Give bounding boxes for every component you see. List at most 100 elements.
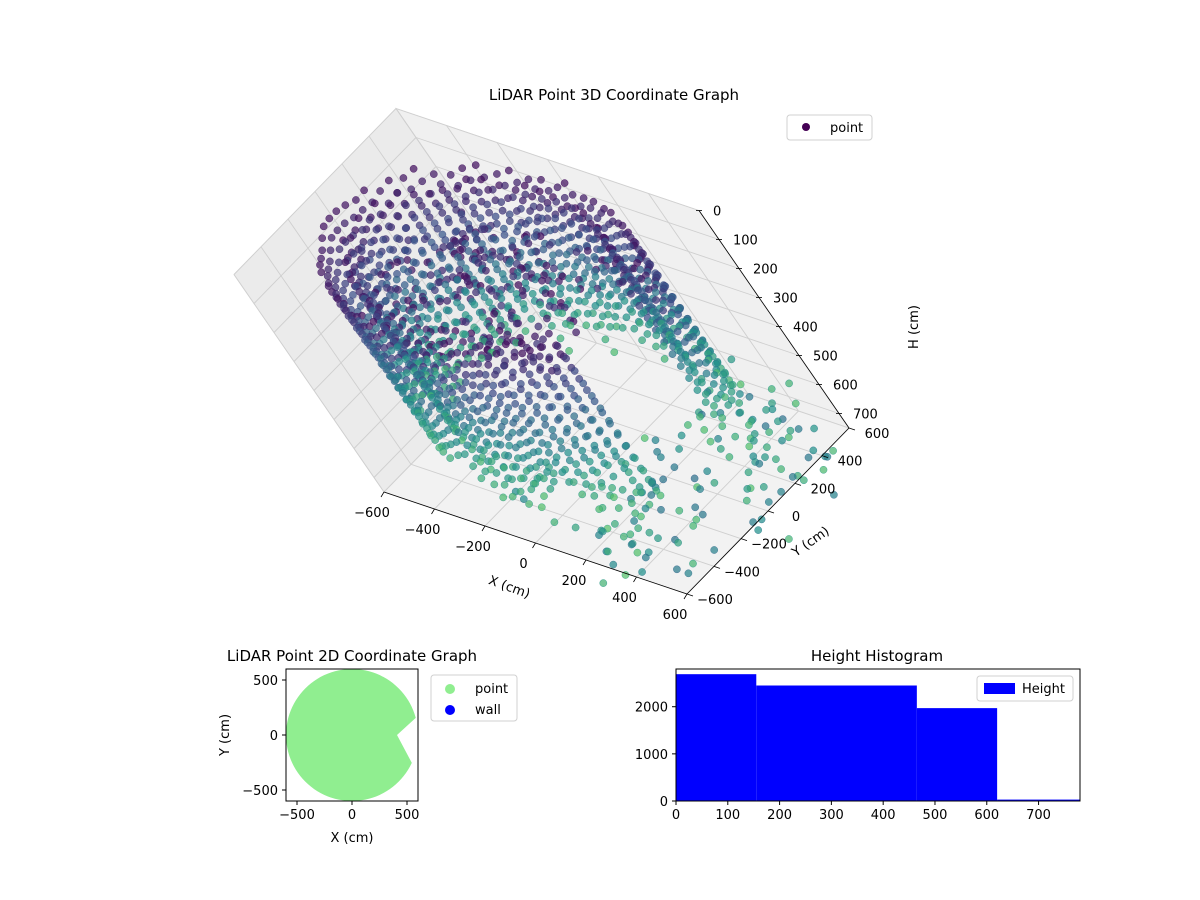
chart-3d-grid-line xyxy=(545,325,850,429)
chart-3d-point xyxy=(565,274,573,283)
chart-3d-point xyxy=(684,569,693,578)
chart-3d-point xyxy=(719,383,727,392)
chart-3d-xtick-mark xyxy=(532,542,536,549)
chart-3d-point xyxy=(699,510,707,519)
chart-3d-point xyxy=(745,392,754,401)
chart-3d-point xyxy=(475,188,483,197)
chart-3d-point xyxy=(582,225,591,233)
chart-3d-point xyxy=(583,309,592,318)
chart-3d-point xyxy=(791,399,800,408)
chart-3d-point xyxy=(537,175,545,184)
chart-3d-xtick-mark xyxy=(633,576,637,583)
chart-3d-point xyxy=(500,224,508,233)
chart-3d-point xyxy=(539,335,547,344)
chart-3d-point xyxy=(525,500,533,508)
chart-3d-point xyxy=(695,359,704,367)
chart-3d-point xyxy=(605,292,613,301)
chart-3d-point xyxy=(572,460,580,468)
chart-3d-point xyxy=(596,245,605,254)
chart-3d-point xyxy=(575,230,583,239)
chart-3d-point xyxy=(367,238,375,247)
chart-3d-point xyxy=(706,437,715,446)
chart-3d-point xyxy=(505,210,514,219)
chart-3d-point xyxy=(549,469,558,478)
chart-3d-point xyxy=(644,285,653,294)
chart-3d-point xyxy=(765,498,773,506)
chart-3d-point xyxy=(810,424,818,433)
chart-3d-point xyxy=(710,410,718,419)
chart-3d-point xyxy=(439,447,448,456)
chart-3d-point xyxy=(420,235,429,243)
chart-3d-point xyxy=(323,272,332,280)
chart-3d-point xyxy=(767,385,776,393)
chart-3d-point xyxy=(508,492,517,501)
chart-3d-point xyxy=(394,212,403,221)
chart-3d-point xyxy=(528,289,537,298)
chart-3d-point xyxy=(549,432,558,441)
chart-3d-point xyxy=(382,365,391,374)
chart-histogram-bar xyxy=(916,708,998,801)
chart-3d-point xyxy=(491,212,500,221)
chart-3d-point xyxy=(788,473,797,481)
chart-3d-point xyxy=(556,290,564,298)
chart-3d-point xyxy=(504,194,512,202)
chart-3d-point xyxy=(643,330,652,338)
chart-3d-point xyxy=(560,208,568,217)
chart-3d-point xyxy=(568,204,576,212)
chart-3d-grid-line xyxy=(233,274,385,493)
chart-3d-point xyxy=(519,291,527,300)
chart-3d-point xyxy=(577,422,585,430)
chart-3d-point xyxy=(418,177,427,186)
chart-3d-point xyxy=(487,277,495,285)
chart-3d-point xyxy=(609,560,618,569)
chart-3d-point xyxy=(618,323,627,332)
chart-3d-ztick-label: 100 xyxy=(733,234,758,249)
chart-3d-point xyxy=(409,164,418,173)
chart-3d-point xyxy=(550,382,558,391)
chart-3d-point xyxy=(736,390,744,398)
chart-3d-point xyxy=(393,189,402,197)
chart-3d-point xyxy=(593,468,602,477)
chart-3d-xtick-label: −400 xyxy=(405,523,441,538)
chart-3d-point xyxy=(595,531,603,539)
chart-3d-point xyxy=(755,459,764,468)
chart-3d-point xyxy=(481,418,490,427)
chart-3d-point xyxy=(674,538,682,547)
chart-3d-point xyxy=(511,400,520,408)
chart-3d-point xyxy=(502,409,511,417)
chart-3d-point xyxy=(536,300,545,309)
chart-3d-ztick-label: 400 xyxy=(793,321,818,336)
chart-3d-point xyxy=(607,208,615,217)
chart-3d-point xyxy=(545,329,553,338)
chart-histogram-legend-label: Height xyxy=(1022,682,1065,697)
chart-3d-point xyxy=(511,186,520,194)
chart-3d-point xyxy=(652,331,661,340)
chart-histogram-xtick-label: 100 xyxy=(715,808,740,823)
chart-3d-point xyxy=(476,214,485,222)
chart-3d-grid-line xyxy=(446,125,597,344)
chart-3d-point xyxy=(401,288,410,296)
chart-3d-point xyxy=(504,452,513,460)
chart-3d-point xyxy=(531,429,540,438)
chart-3d-point xyxy=(829,446,837,455)
chart-3d-point xyxy=(659,342,668,350)
chart-3d-point xyxy=(508,373,517,382)
chart-3d-point xyxy=(475,369,484,378)
chart-3d-point xyxy=(391,292,399,301)
chart-3d-point xyxy=(521,219,530,228)
chart-3d-point xyxy=(341,238,350,246)
chart-3d-point xyxy=(571,441,580,449)
chart-3d-point xyxy=(504,166,513,175)
chart-3d-point xyxy=(517,385,525,394)
chart-3d-point xyxy=(692,515,701,524)
chart-3d-point xyxy=(491,370,499,379)
chart-3d-point xyxy=(549,279,557,288)
chart-3d-point xyxy=(407,308,416,316)
chart-3d-point xyxy=(459,215,467,224)
chart-3d-point xyxy=(534,322,543,331)
chart-3d-point xyxy=(595,505,604,514)
chart-3d-point xyxy=(487,457,496,466)
chart-3d-point xyxy=(466,396,474,405)
chart-3d-point xyxy=(525,370,534,379)
chart-3d-point xyxy=(425,213,434,222)
